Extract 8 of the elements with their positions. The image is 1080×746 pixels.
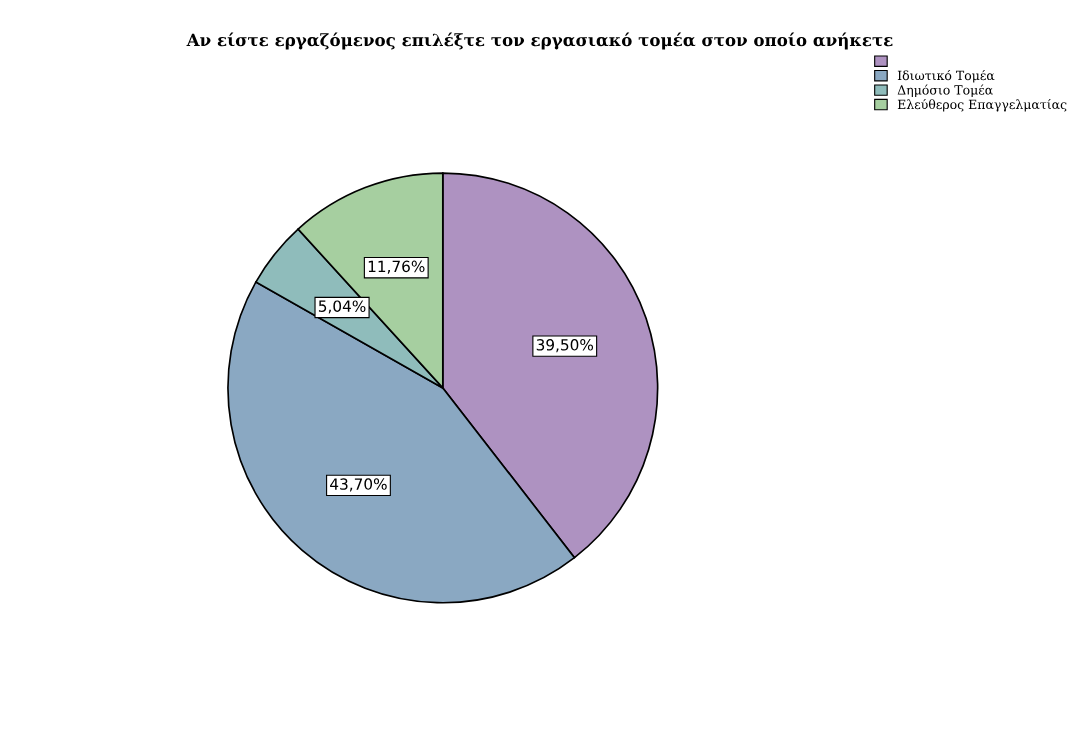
chart-title: Αν είστε εργαζόμενος επιλέξτε τον εργασιακό τομέα στον οποίο ανήκετε — [186, 32, 893, 50]
data-label: 11,76% — [368, 260, 425, 274]
data-label: 5,04% — [318, 300, 366, 314]
data-label: 43,70% — [330, 478, 387, 492]
legend-label: Δημόσιο Τομέα — [897, 84, 993, 98]
legend-label: Ιδιωτικό Τομέα — [897, 69, 995, 83]
legend-label: Ελεύθερος Επαγγελματίας — [897, 98, 1067, 112]
data-label: 39,50% — [536, 339, 594, 353]
